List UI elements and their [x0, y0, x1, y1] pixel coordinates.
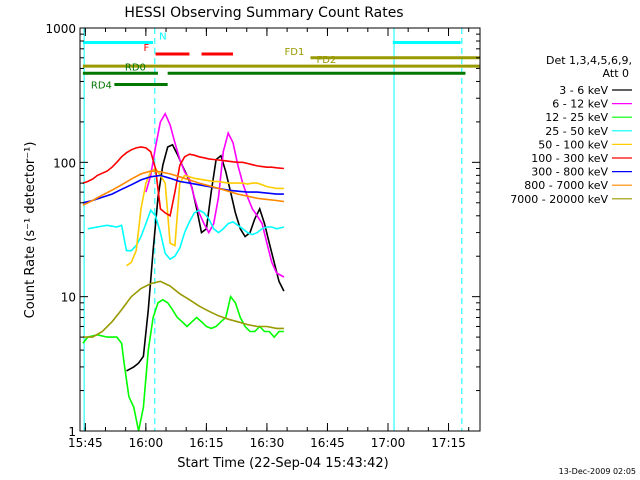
series-line-3 [87, 208, 285, 261]
y-tick-label-3: 1000 [45, 22, 76, 36]
x-tick-label-0: 15:45 [68, 436, 103, 450]
legend-label-6: 300 - 800 keV [531, 166, 608, 179]
series-line-8 [82, 280, 284, 338]
legend-label-3: 25 - 50 keV [545, 125, 608, 138]
legend-label-0: 3 - 6 keV [559, 84, 608, 97]
series-line-1 [145, 111, 285, 278]
legend-header-line-2: Att 0 [603, 67, 629, 80]
flag-label-2: FD1 [285, 47, 305, 58]
vertical-lines [83, 28, 463, 431]
legend-label-8: 7000 - 20000 keV [510, 193, 608, 206]
legend-label-1: 6 - 12 keV [552, 98, 608, 111]
legend-header-line-1: Det 1,3,4,5,6,9, [546, 54, 632, 67]
flag-label-5: RD4 [91, 80, 112, 91]
y-tick-label-1: 10 [61, 291, 76, 305]
plot-frame [79, 27, 481, 432]
series-line-7 [82, 170, 285, 206]
flag-label-1: F [144, 43, 150, 54]
series-line-4 [126, 167, 284, 267]
series-lines [82, 111, 285, 432]
flag-label-3: FD2 [317, 55, 337, 66]
y-axis-label: Count Rate (s⁻¹ detector⁻¹) [23, 142, 38, 319]
flag-label-4: RD0 [125, 62, 146, 73]
x-tick-label-1: 16:00 [129, 436, 164, 450]
y-axis-ticks: 1 10 100 1000 [45, 22, 480, 439]
y-tick-label-2: 100 [53, 156, 76, 170]
legend-label-7: 800 - 7000 keV [524, 179, 608, 192]
x-tick-label-4: 16:45 [310, 436, 345, 450]
series-line-5 [82, 146, 284, 218]
x-tick-label-5: 17:00 [371, 436, 406, 450]
x-tick-label-3: 16:30 [250, 436, 285, 450]
series-line-2 [82, 294, 284, 432]
x-axis-label: Start Time (22-Sep-04 15:43:42) [177, 456, 388, 471]
legend-label-5: 100 - 300 keV [531, 152, 608, 165]
legend-label-4: 50 - 100 keV [538, 138, 608, 151]
x-tick-label-2: 16:15 [189, 436, 224, 450]
flag-bars: NF FD1 FD2 RD0 RD4 [82, 31, 480, 91]
flag-label-0: N [159, 31, 166, 42]
footer-date: 13-Dec-2009 02:05 [559, 467, 636, 476]
x-tick-label-6: 17:15 [431, 436, 466, 450]
series-line-6 [82, 174, 284, 204]
x-axis-ticks: 15:45 16:00 16:15 16:30 16:45 17:00 17:15 [68, 28, 470, 450]
legend-label-2: 12 - 25 keV [545, 111, 608, 124]
y-tick-label-0: 1 [68, 425, 76, 439]
chart-title: HESSI Observing Summary Count Rates [124, 5, 403, 21]
